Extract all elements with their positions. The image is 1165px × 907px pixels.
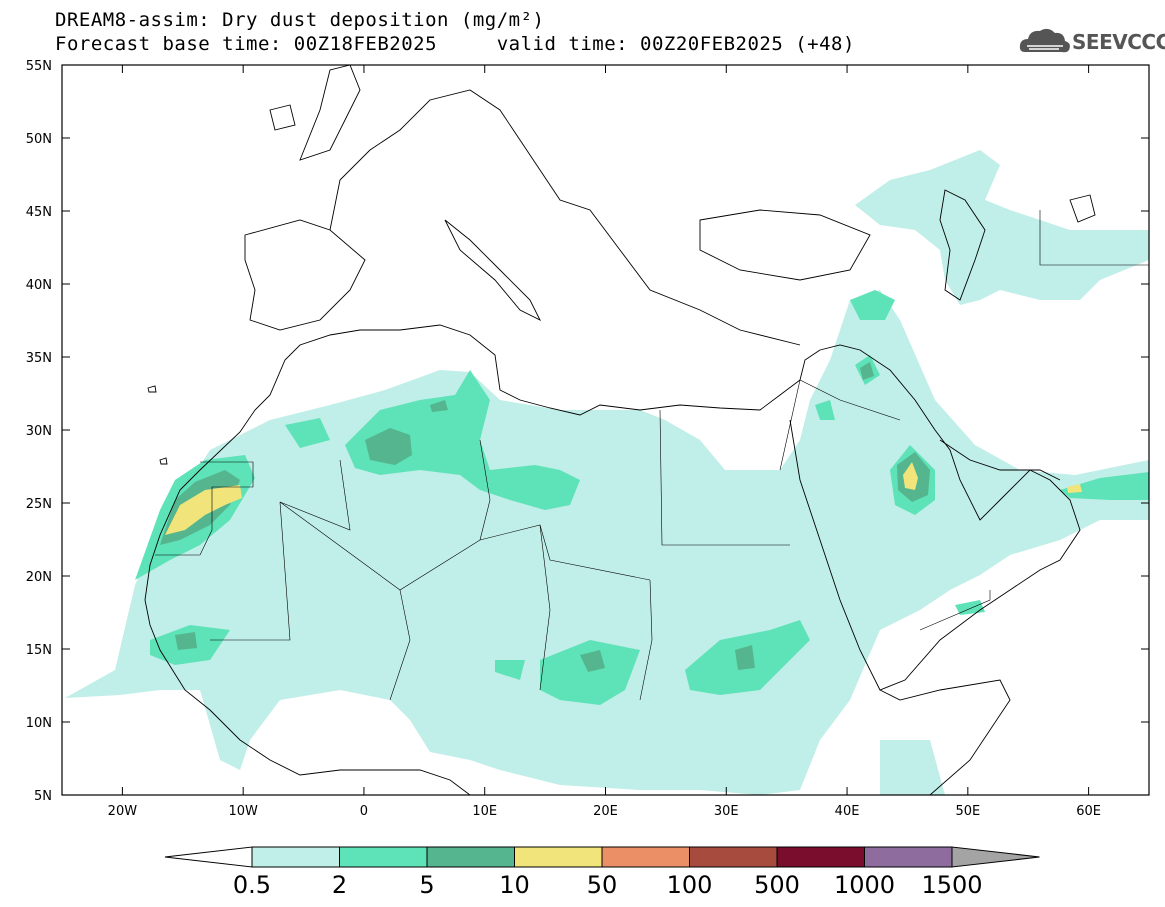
country-borders (155, 210, 1149, 701)
colorbar-label: 2 (332, 871, 347, 899)
longitude-labels: 20W 10W 0 10E 20E 30E 40E 50E 60E (108, 804, 1101, 819)
colorbar-bin (514, 846, 603, 868)
forecast-times: Forecast base time: 00Z18FEB2025 valid t… (55, 33, 855, 55)
colorbar-bin (776, 846, 865, 868)
lat-label: 20N (26, 570, 52, 585)
map-title: DREAM8-assim: Dry dust deposition (mg/m²… (55, 9, 545, 31)
colorbar-bin (426, 846, 515, 868)
lat-label: 25N (26, 497, 52, 512)
latitude-labels: 55N 50N 45N 40N 35N 30N 25N 20N 15N 10N 5N (26, 59, 52, 804)
logo-text: SEEVCCC (1072, 30, 1165, 54)
colorbar-over-arrow (951, 846, 1040, 868)
lon-label: 20E (593, 804, 618, 819)
lat-label: 35N (26, 351, 52, 366)
colorbar: 0.5 2 5 10 50 100 500 1000 1500 (164, 846, 1040, 899)
lat-label: 15N (26, 643, 52, 658)
colorbar-under-arrow (164, 846, 253, 868)
lon-label: 10E (472, 804, 497, 819)
lat-label: 10N (26, 716, 52, 731)
colorbar-label: 500 (754, 871, 800, 899)
colorbar-label: 100 (667, 871, 713, 899)
colorbar-bin (864, 846, 953, 868)
lon-label: 20W (108, 804, 138, 819)
lon-label: 0 (360, 804, 368, 819)
lon-label: 30E (714, 804, 739, 819)
colorbar-bin (251, 846, 340, 868)
lat-label: 45N (26, 205, 52, 220)
lon-label: 40E (835, 804, 860, 819)
colorbar-label: 10 (499, 871, 530, 899)
cloud-logo-icon (1019, 28, 1070, 53)
colorbar-label: 50 (587, 871, 618, 899)
lat-label: 50N (26, 132, 52, 147)
lat-label: 30N (26, 424, 52, 439)
colorbar-bin (601, 846, 690, 868)
colorbar-label: 5 (419, 871, 434, 899)
colorbar-label: 1500 (921, 871, 982, 899)
contour-0.5-2 (65, 150, 1149, 795)
lat-label: 55N (26, 59, 52, 74)
colorbar-bin (339, 846, 428, 868)
lon-label: 60E (1076, 804, 1101, 819)
axis-ticks (62, 64, 1149, 796)
lon-label: 50E (955, 804, 980, 819)
colorbar-label: 1000 (834, 871, 895, 899)
lat-label: 40N (26, 278, 52, 293)
lon-label: 10W (228, 804, 258, 819)
colorbar-label: 0.5 (233, 871, 271, 899)
contour-10-50 (165, 462, 1082, 535)
lat-label: 5N (34, 789, 52, 804)
coastlines (144, 65, 1096, 795)
colorbar-bin (689, 846, 778, 868)
